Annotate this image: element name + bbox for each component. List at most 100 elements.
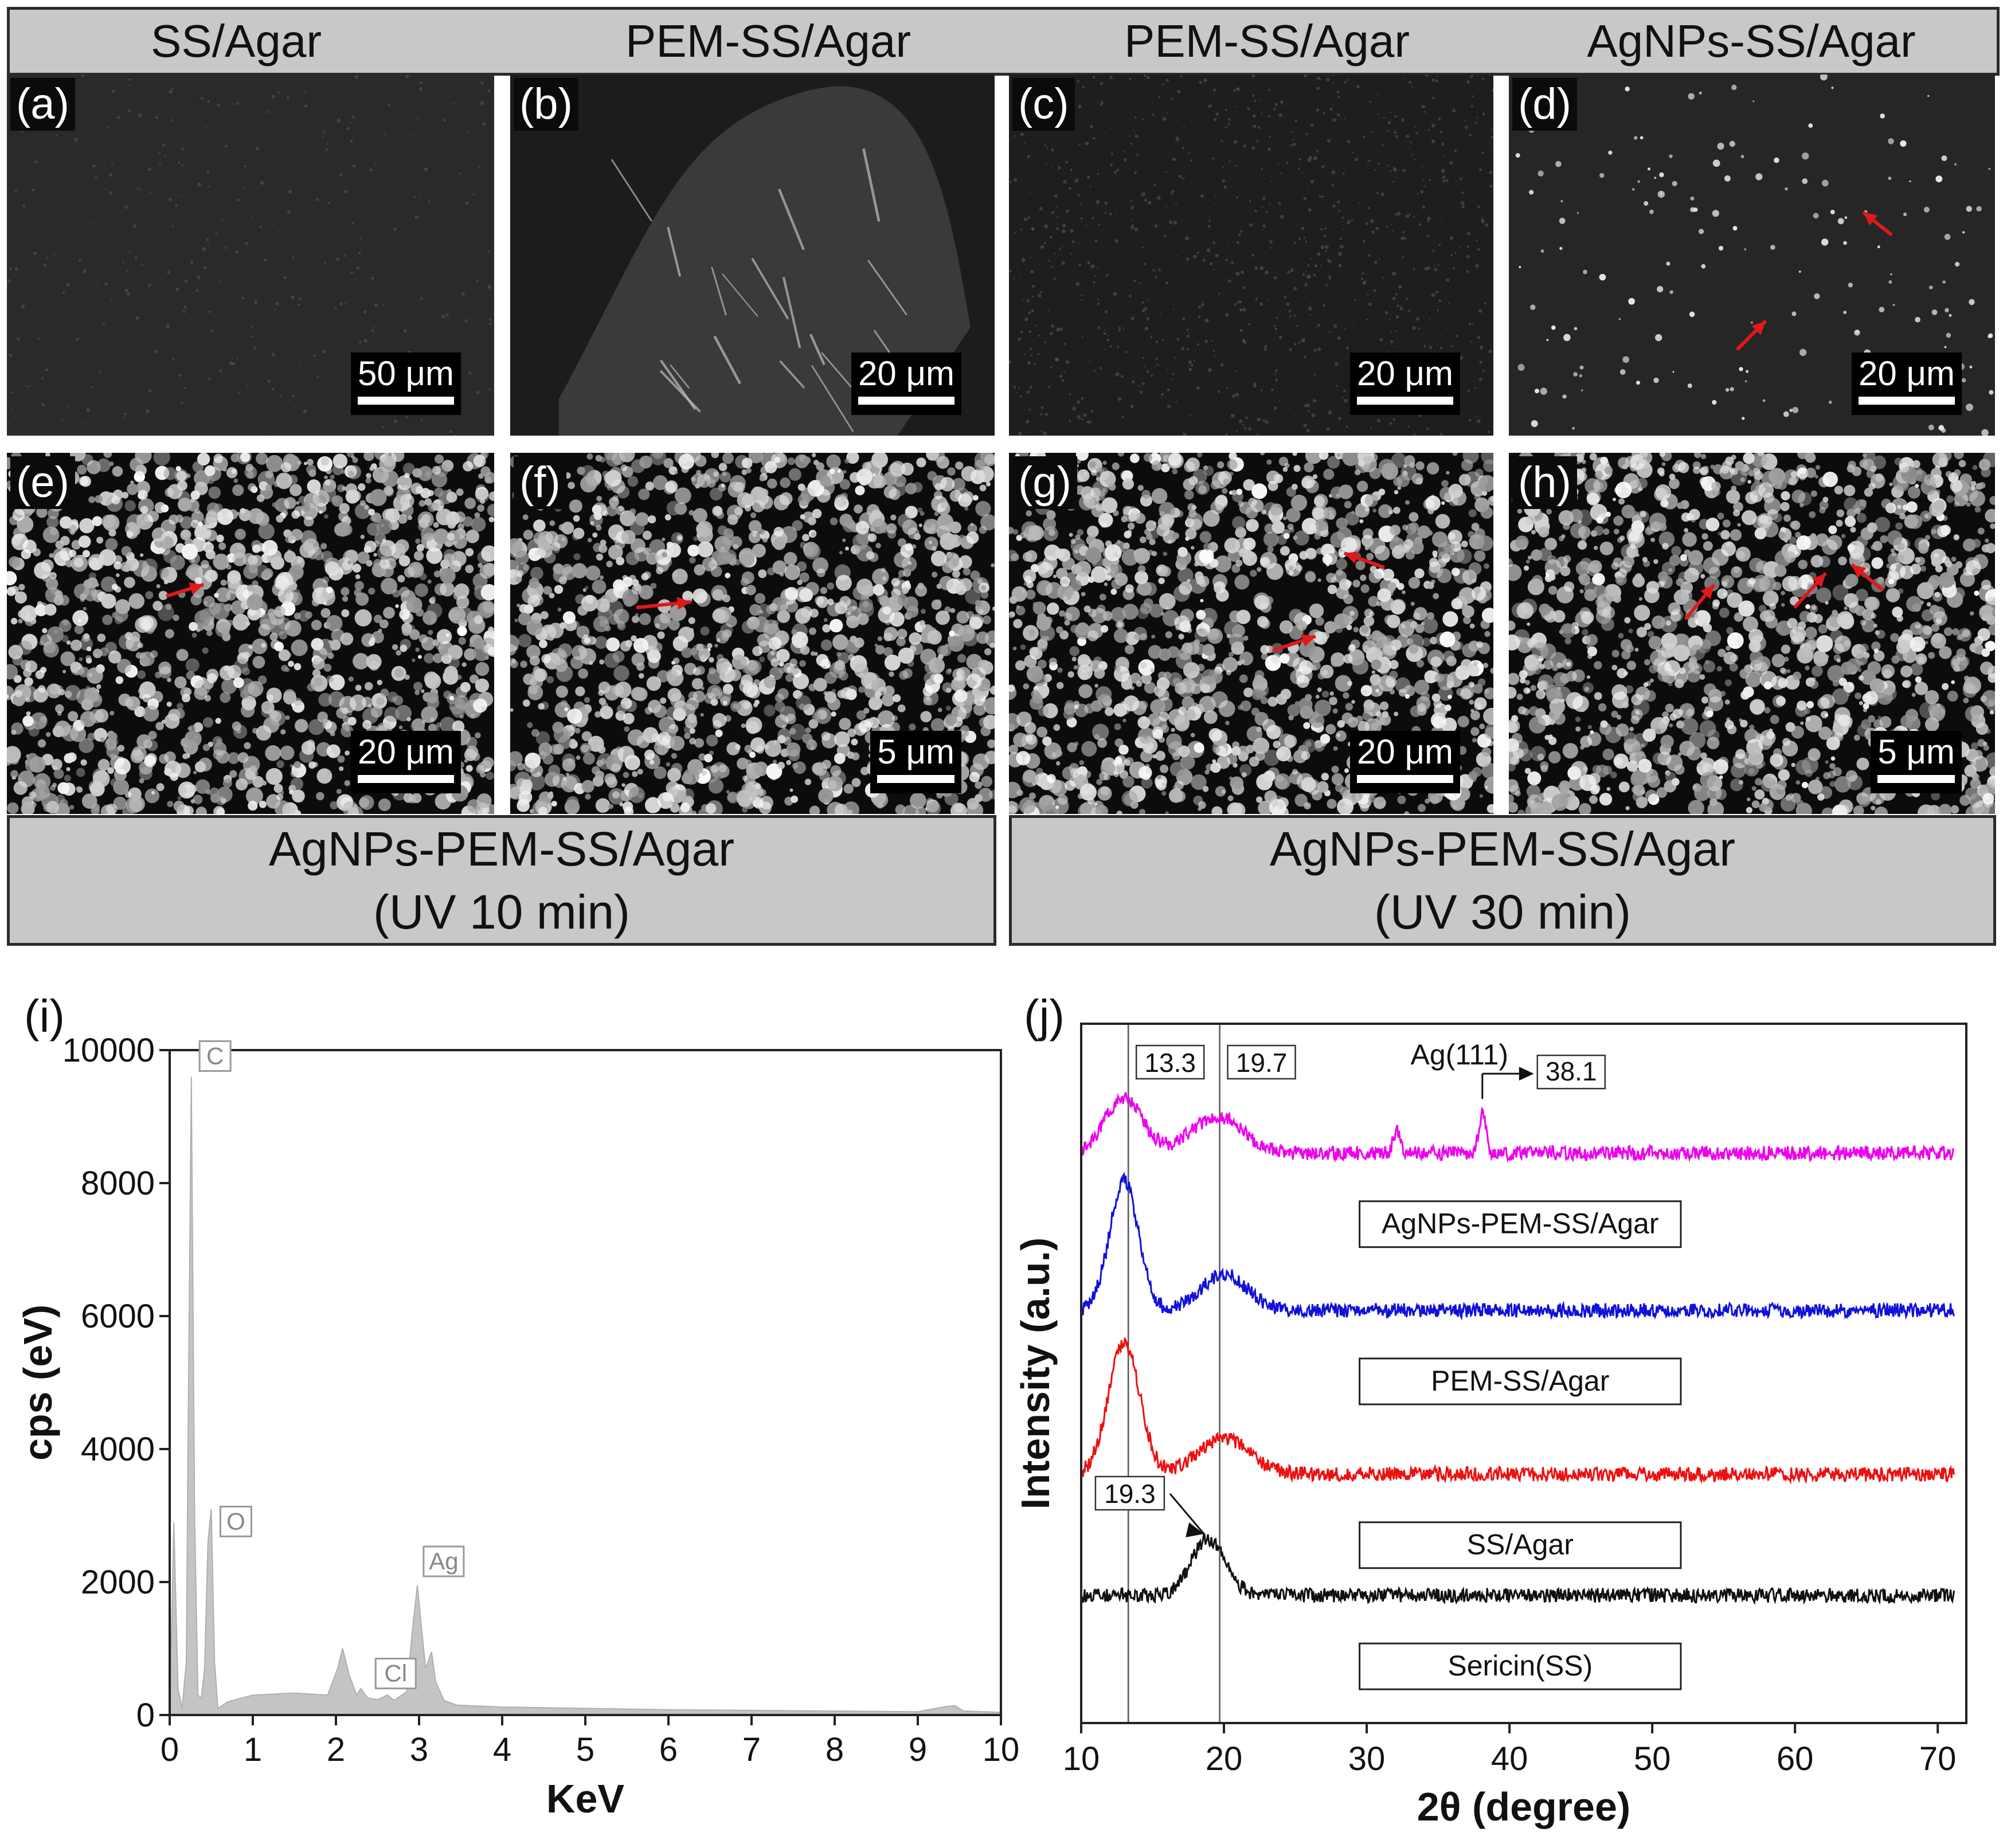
header-uv-10min-line2: (UV 10 min): [373, 885, 631, 939]
red-arrowhead-icon: [1301, 634, 1316, 647]
scale-bar-label: 20 μm: [1859, 354, 1955, 393]
red-arrowhead-icon: [676, 597, 691, 610]
y-tick-label: 4000: [81, 1431, 155, 1468]
series-label: PEM-SS/Agar: [1431, 1365, 1609, 1397]
sem-panel-b: (b) 20 μm: [510, 75, 995, 436]
x-tick-label: 6: [659, 1731, 678, 1768]
peak-label-box: [219, 1505, 252, 1537]
scale-bar: 5 μm: [1871, 731, 1962, 793]
y-tick-label: 0: [136, 1697, 155, 1734]
plot-frame: [169, 1049, 1002, 1716]
reference-label-box: [1227, 1044, 1296, 1080]
scale-bar-line: [858, 397, 954, 405]
y-tick-label: 10000: [62, 1032, 155, 1069]
xrd-pattern-chart: (j) 13.3 19.7 AgNPs-PEM-SS/Agar PEM-SS/Agar S…: [1013, 990, 1967, 1829]
panel-label: (d): [1512, 78, 1577, 131]
x-tick-label: 7: [742, 1731, 761, 1768]
x-axis-label: KeV: [546, 1776, 624, 1821]
scale-bar-line: [358, 397, 454, 405]
reference-label: 19.7: [1236, 1048, 1288, 1078]
x-tick-label: 0: [161, 1731, 179, 1768]
x-tick-label: 10: [983, 1731, 1020, 1768]
ag111-value-box: [1536, 1054, 1606, 1090]
x-tick-label: 4: [493, 1731, 511, 1768]
header-bar: [7, 7, 2000, 76]
series-label-box: [1359, 1357, 1682, 1405]
panel-label-i: (i): [24, 990, 65, 1042]
ag111-value: 38.1: [1546, 1056, 1597, 1086]
scale-bar-label: 50 μm: [358, 354, 454, 393]
panel-label-j: (j): [1024, 990, 1065, 1042]
x-tick-label: 8: [826, 1731, 844, 1768]
scale-bar-label: 5 μm: [877, 733, 954, 771]
panel-label: (e): [10, 456, 75, 509]
x-tick-label: 40: [1491, 1740, 1528, 1777]
x-tick-label: 9: [909, 1731, 927, 1768]
header-agnps-ss-agar: AgNPs-SS/Agar: [1587, 15, 1916, 66]
plot-frame: [1080, 1023, 1967, 1724]
x-tick-label: 5: [576, 1731, 594, 1768]
scale-bar-line: [1859, 397, 1955, 405]
scale-bar: 20 μm: [1852, 353, 1962, 415]
scale-bar: 20 μm: [351, 731, 461, 793]
xrd-series-line: [1080, 1533, 1955, 1606]
ss-peak-value: 19.3: [1104, 1479, 1156, 1509]
scale-bar: 20 μm: [1350, 353, 1460, 415]
series-label-box: [1359, 1642, 1682, 1690]
x-tick-label: 10: [1063, 1740, 1100, 1777]
sem-panel-g: (g) 20 μm: [1009, 453, 1493, 814]
panel-label: (c): [1012, 78, 1075, 131]
scale-bar-line: [877, 775, 954, 783]
arrowhead-icon: [1186, 1522, 1204, 1537]
reference-label-box: [1135, 1044, 1205, 1080]
xrd-series-line: [1080, 1172, 1955, 1321]
panel-label: (a): [10, 78, 75, 131]
red-arrowhead-icon: [189, 582, 204, 595]
panel-label: (h): [1512, 456, 1577, 509]
x-tick-label: 1: [244, 1731, 262, 1768]
y-tick-label: 8000: [81, 1165, 155, 1202]
scale-bar: 20 μm: [851, 353, 961, 415]
x-tick-label: 20: [1206, 1740, 1243, 1777]
ag111-label: Ag(111): [1411, 1039, 1508, 1071]
x-axis-label: 2θ (degree): [1417, 1784, 1630, 1829]
y-axis-label: Intensity (a.u.): [1013, 1238, 1058, 1509]
ss-peak-value-box: [1094, 1475, 1165, 1511]
series-label: AgNPs-PEM-SS/Agar: [1382, 1208, 1658, 1240]
sem-texture: [7, 453, 494, 814]
scale-bar: 20 μm: [1350, 731, 1460, 793]
scale-bar-label: 20 μm: [358, 733, 454, 771]
scale-bar-label: 5 μm: [1877, 733, 1955, 771]
panel-label: (b): [514, 78, 578, 131]
scale-bar-label: 20 μm: [858, 354, 954, 393]
scale-bar-label: 20 μm: [1357, 733, 1453, 771]
x-tick-label: 3: [410, 1731, 428, 1768]
red-arrowhead-icon: [1852, 565, 1867, 578]
header-uv-30min-line1: AgNPs-PEM-SS/Agar: [1269, 822, 1736, 876]
arrowhead-icon: [1519, 1067, 1534, 1081]
ss-peak-arrow: [1169, 1493, 1205, 1534]
header-uv-10min-line1: AgNPs-PEM-SS/Agar: [268, 822, 735, 876]
xrd-series-line: [1080, 1336, 1955, 1485]
peak-label: Ag: [429, 1548, 458, 1575]
sem-panel-d: (d) 20 μm: [1509, 75, 1995, 436]
y-tick-label: 6000: [81, 1298, 155, 1335]
peak-label: O: [226, 1508, 245, 1534]
red-arrowhead-icon: [1863, 212, 1878, 226]
header-pem-ss-agar-1: PEM-SS/Agar: [625, 15, 911, 66]
sem-panel-c: (c) 20 μm: [1009, 75, 1493, 436]
scale-bar-line: [1357, 397, 1453, 405]
scale-bar-line: [1877, 775, 1955, 783]
red-arrowhead-icon: [1812, 573, 1826, 588]
panel-label: (f): [514, 456, 566, 509]
peak-label-box: [422, 1545, 465, 1577]
header-uv-30min-line2: (UV 30 min): [1374, 885, 1632, 939]
header-uv-30min: AgNPs-PEM-SS/Agar (UV 30 min): [1009, 815, 1996, 946]
header-ss-agar: SS/Agar: [151, 15, 322, 66]
peak-label: C: [206, 1042, 224, 1069]
scale-bar: 50 μm: [351, 353, 461, 415]
red-arrowhead-icon: [1700, 585, 1714, 600]
x-tick-label: 30: [1348, 1740, 1386, 1777]
series-label: SS/Agar: [1467, 1529, 1574, 1561]
scale-bar: 5 μm: [870, 731, 961, 793]
